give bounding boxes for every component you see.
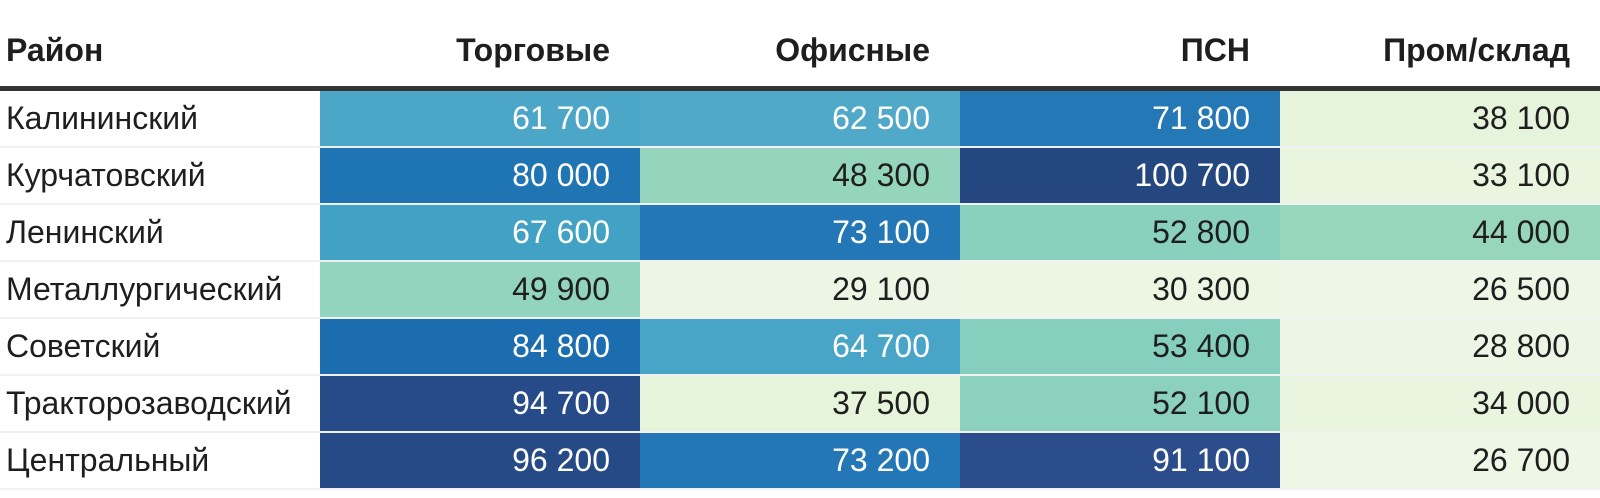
table-row: Тракторозаводский 94 700 37 500 52 100 34 00… [0, 375, 1600, 433]
heatmap-cell: 64 700 [640, 318, 960, 376]
district-name: Тракторозаводский [0, 375, 320, 433]
heatmap-cell: 29 100 [640, 261, 960, 319]
heatmap-cell: 26 500 [1280, 261, 1600, 319]
table-row: Металлургический 49 900 29 100 30 300 26 500 [0, 261, 1600, 319]
column-header-1: Офисные [640, 0, 960, 91]
district-name: Центральный [0, 432, 320, 490]
heatmap-cell: 44 000 [1280, 204, 1600, 262]
heatmap-cell: 30 300 [960, 261, 1280, 319]
heatmap-cell: 62 500 [640, 88, 960, 148]
heatmap-cell: 67 600 [320, 204, 640, 262]
table-row: Центральный 96 200 73 200 91 100 26 700 [0, 432, 1600, 490]
column-header-district: Район [0, 0, 320, 91]
heatmap-cell: 94 700 [320, 375, 640, 433]
heatmap-cell: 33 100 [1280, 147, 1600, 205]
heatmap-cell: 52 100 [960, 375, 1280, 433]
heatmap-cell: 71 800 [960, 88, 1280, 148]
column-header-2: ПСН [960, 0, 1280, 91]
heatmap-cell: 84 800 [320, 318, 640, 376]
heatmap-cell: 80 000 [320, 147, 640, 205]
header-row: Район Торговые Офисные ПСН Пром/склад [0, 0, 1600, 91]
heatmap-cell: 48 300 [640, 147, 960, 205]
heatmap-cell: 73 200 [640, 432, 960, 490]
heatmap-cell: 34 000 [1280, 375, 1600, 433]
column-header-0: Торговые [320, 0, 640, 91]
table-row: Ленинский 67 600 73 100 52 800 44 000 [0, 204, 1600, 262]
district-name: Металлургический [0, 261, 320, 319]
heatmap-cell: 100 700 [960, 147, 1280, 205]
heatmap-cell: 73 100 [640, 204, 960, 262]
heatmap-cell: 26 700 [1280, 432, 1600, 490]
district-name: Калининский [0, 88, 320, 148]
heatmap-cell: 38 100 [1280, 88, 1600, 148]
table-row: Курчатовский 80 000 48 300 100 700 33 100 [0, 147, 1600, 205]
district-name: Ленинский [0, 204, 320, 262]
heatmap-cell: 52 800 [960, 204, 1280, 262]
table-row: Советский 84 800 64 700 53 400 28 800 [0, 318, 1600, 376]
heatmap-cell: 91 100 [960, 432, 1280, 490]
heatmap-cell: 53 400 [960, 318, 1280, 376]
heatmap-cell: 49 900 [320, 261, 640, 319]
table-row: Калининский 61 700 62 500 71 800 38 100 [0, 88, 1600, 148]
heatmap-cell: 61 700 [320, 88, 640, 148]
heatmap-cell: 96 200 [320, 432, 640, 490]
district-name: Курчатовский [0, 147, 320, 205]
column-header-3: Пром/склад [1280, 0, 1600, 91]
district-name: Советский [0, 318, 320, 376]
heatmap-cell: 28 800 [1280, 318, 1600, 376]
heatmap-cell: 37 500 [640, 375, 960, 433]
